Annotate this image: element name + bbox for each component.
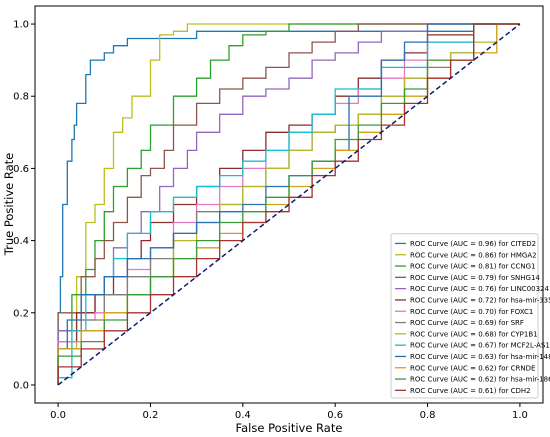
y-tick-label: 0.4 [13,236,29,247]
legend-entry-label: ROC Curve (AUC = 0.79) for SNHG14 [410,274,540,282]
legend-entry-label: ROC Curve (AUC = 0.68) for CYP1B1 [410,330,538,338]
legend-entry-label: ROC Curve (AUC = 0.70) for FOXC1 [410,308,533,316]
legend-entry-label: ROC Curve (AUC = 0.67) for MCF2L-AS1 [410,342,550,350]
legend-entry-label: ROC Curve (AUC = 0.61) for CDH2 [410,387,531,395]
legend-entry-label: ROC Curve (AUC = 0.96) for CITED2 [410,240,536,248]
roc-curve-line [57,23,520,385]
legend-entry-label: ROC Curve (AUC = 0.62) for hsa-mir-186 [410,376,550,384]
legend-entry-label: ROC Curve (AUC = 0.81) for CCNG1 [410,263,536,271]
legend-entry-label: ROC Curve (AUC = 0.76) for LINC00324 [410,285,550,293]
x-tick-label: 0.4 [235,410,251,421]
legend-entry-label: ROC Curve (AUC = 0.86) for HMGA2 [410,251,537,259]
x-tick-label: 1.0 [512,410,528,421]
roc-curve-line [57,23,520,385]
legend-entry-label: ROC Curve (AUC = 0.72) for hsa-mir-335 [410,296,550,304]
roc-curves [57,23,521,386]
y-tick-label: 0.6 [13,164,29,175]
y-axis-label: True Positive Rate [2,153,16,256]
legend: ROC Curve (AUC = 0.96) for CITED2 ROC Cur… [390,233,550,399]
x-tick-label: 0.8 [420,410,436,421]
axis-ticks: 0.0 0.2 0.4 0.6 0.8 1.0 0.0 0.2 0.4 0.6 0.8 1.0 [13,20,528,421]
x-tick-label: 0.6 [327,410,343,421]
legend-box [390,233,539,399]
roc-curve-line [57,23,520,385]
y-tick-label: 0.8 [13,92,29,103]
y-tick-label: 0.2 [13,308,29,319]
roc-curve-line [57,23,520,385]
legend-entry-label: ROC Curve (AUC = 0.63) for hsa-mir-148a [410,353,550,361]
roc-curve-line [57,23,520,385]
plot-frame [34,5,544,404]
y-tick-label: 0.0 [13,380,29,391]
chance-diagonal [57,23,521,386]
x-axis-label: False Positive Rate [236,421,343,435]
y-tick-label: 1.0 [13,20,29,31]
x-tick-label: 0.0 [50,410,66,421]
x-tick-label: 0.2 [143,410,159,421]
legend-entry-label: ROC Curve (AUC = 0.62) for CRNDE [410,364,535,372]
legend-entry-label: ROC Curve (AUC = 0.69) for SRF [410,319,524,327]
